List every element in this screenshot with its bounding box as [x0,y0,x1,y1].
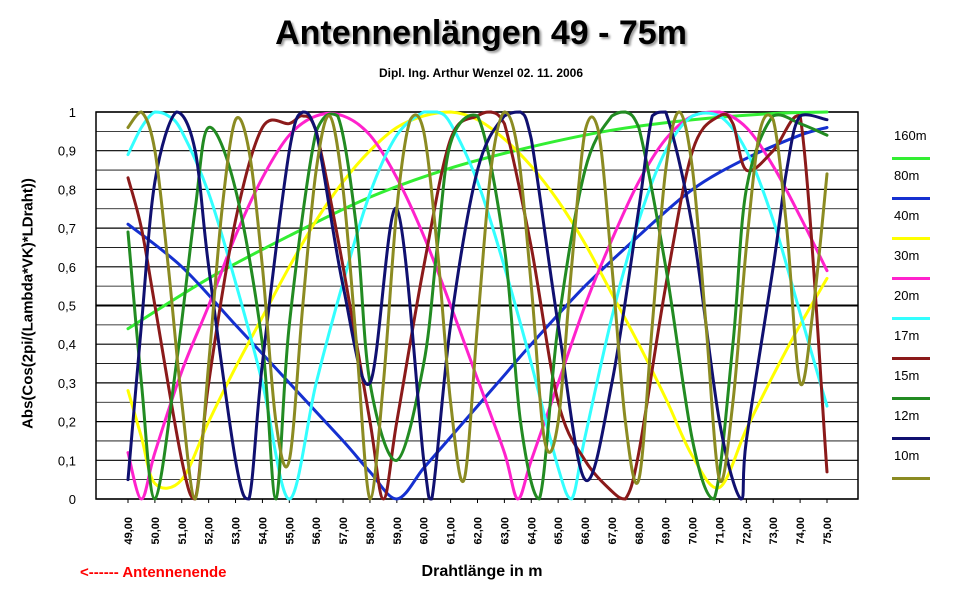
legend-swatch [892,317,930,320]
x-tick-label: 73,00 [768,517,780,545]
chart-subtitle: Dipl. Ing. Arthur Wenzel 02. 11. 2006 [378,66,584,80]
legend-label: 40m [894,208,920,223]
chart-title: Antennenlängen 49 - 75m [275,14,687,52]
x-tick-label: 57,00 [338,517,350,545]
y-tick-label: 0,9 [58,144,76,159]
x-tick-label: 58,00 [365,517,377,545]
series-line-40m [126,110,829,490]
x-tick-label: 62,00 [473,517,485,545]
x-tick-label: 70,00 [688,517,700,545]
y-tick-label: 0,8 [58,182,76,197]
series-line-12m [126,110,829,501]
x-tick-label: 56,00 [311,517,323,545]
legend-swatch [892,397,930,400]
x-tick-label: 71,00 [714,517,726,545]
x-tick-label: 49,00 [123,517,135,545]
y-tick-label: 0,3 [58,376,76,391]
x-axis-label: Drahtlänge in m [421,563,543,580]
legend-swatch [892,477,930,480]
x-tick-label: 75,00 [822,517,834,545]
x-tick-label: 52,00 [204,517,216,545]
legend-item-40m: 40m [884,208,944,240]
y-tick-label: 0,1 [58,453,76,468]
legend-swatch [892,157,930,160]
legend-swatch [892,437,930,440]
legend-swatch [892,197,930,200]
y-tick-label: 1 [69,105,76,120]
legend-item-80m: 80m [884,168,944,200]
x-tick-label: 66,00 [580,517,592,545]
legend-item-20m: 20m [884,288,944,320]
x-tick-label: 74,00 [795,517,807,545]
legend-label: 80m [894,168,920,183]
legend-label: 17m [894,328,920,343]
y-tick-label: 0,4 [58,337,76,352]
legend-label: 20m [894,288,920,303]
series-line-20m [126,110,829,501]
legend-label: 10m [894,448,920,463]
x-tick-label: 67,00 [607,517,619,545]
legend-item-10m: 10m [884,448,944,480]
legend-label: 30m [894,248,920,263]
series-line-15m [126,110,829,501]
x-tick-label: 72,00 [741,517,753,545]
legend-label: 12m [894,408,920,423]
legend-item-160m: 160m [884,128,944,160]
x-tick-label: 51,00 [177,517,189,545]
x-tick-label: 55,00 [284,517,296,545]
series-line-10m [126,110,829,501]
legend-item-12m: 12m [884,408,944,440]
y-tick-label: 0,7 [58,221,76,236]
legend-item-17m: 17m [884,328,944,360]
x-tick-label: 59,00 [392,517,404,545]
x-tick-label: 63,00 [499,517,511,545]
y-tick-label: 0 [69,492,76,507]
x-tick-label: 50,00 [150,517,162,545]
legend-label: 160m [894,128,927,143]
x-tick-label: 60,00 [419,517,431,545]
x-tick-label: 68,00 [634,517,646,545]
x-tick-label: 65,00 [553,517,565,545]
legend-swatch [892,237,930,240]
y-tick-label: 0,5 [58,299,76,314]
x-tick-label: 61,00 [446,517,458,545]
legend-label: 15m [894,368,920,383]
x-tick-label: 53,00 [231,517,243,545]
series-line-80m [126,126,829,501]
legend-item-15m: 15m [884,368,944,400]
legend-item-30m: 30m [884,248,944,280]
legend-swatch [892,277,930,280]
x-tick-label: 69,00 [661,517,673,545]
x-tick-label: 64,00 [526,517,538,545]
y-tick-label: 0,6 [58,260,76,275]
y-tick-label: 0,2 [58,415,76,430]
x-tick-label: 54,00 [257,517,269,545]
legend-swatch [892,357,930,360]
antenna-end-note: <------ Antennenende [80,564,227,581]
